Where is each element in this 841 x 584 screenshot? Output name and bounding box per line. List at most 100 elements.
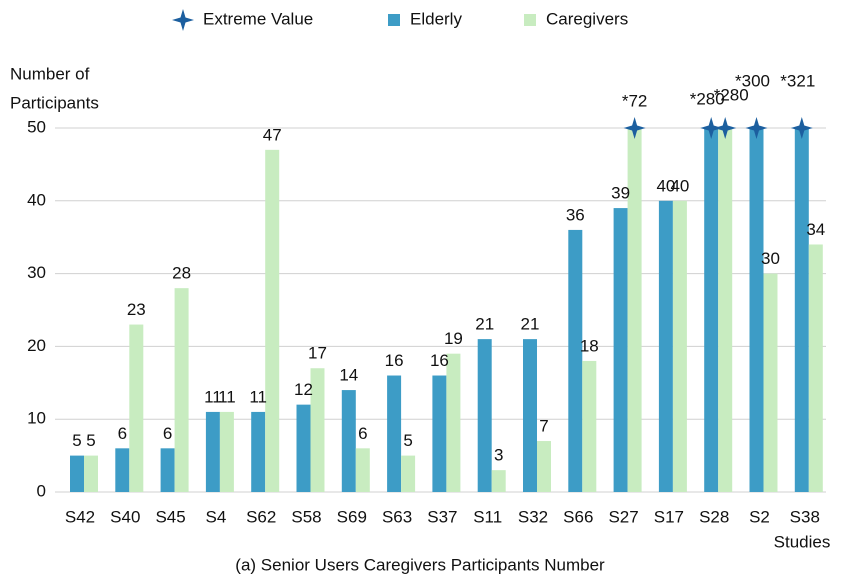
value-label: 21 [521, 315, 540, 334]
value-label: 5 [403, 431, 412, 450]
value-label: 16 [385, 351, 404, 370]
bar [627, 128, 642, 492]
value-label: 34 [806, 220, 825, 239]
bar [129, 324, 144, 492]
bar [265, 149, 280, 492]
value-label: 7 [539, 417, 548, 436]
value-label: 23 [127, 300, 146, 319]
legend-marker [172, 9, 194, 31]
y-tick-label: 20 [27, 336, 46, 355]
bar [749, 128, 764, 492]
value-label: 11 [249, 387, 267, 406]
value-label: 17 [308, 344, 327, 363]
chart-title: (a) Senior Users Caregivers Participants… [235, 555, 605, 574]
value-label: 36 [566, 205, 585, 224]
value-label: 30 [761, 249, 780, 268]
bar [205, 411, 220, 492]
value-label: 28 [172, 264, 191, 283]
bar [718, 128, 733, 492]
x-tick-label: S2 [749, 507, 770, 526]
value-label: 11 [218, 387, 236, 406]
x-tick-label: S27 [608, 507, 638, 526]
x-tick-label: S17 [654, 507, 684, 526]
extreme-marker [623, 117, 646, 139]
bar [568, 229, 583, 493]
y-axis-label: Participants [10, 93, 99, 112]
legend-label: Elderly [410, 9, 462, 28]
value-label: 14 [339, 366, 358, 385]
bar [174, 288, 189, 492]
x-tick-label: S63 [382, 507, 412, 526]
bar [401, 455, 416, 492]
y-tick-label: 0 [37, 481, 46, 500]
bar [310, 368, 325, 492]
x-tick-label: S69 [337, 507, 367, 526]
value-label: *280 [690, 89, 725, 108]
bar [477, 339, 492, 492]
extreme-marker [700, 117, 723, 139]
x-tick-label: S32 [518, 507, 548, 526]
bar [794, 128, 809, 492]
extreme-marker [745, 117, 768, 139]
value-label: 39 [611, 184, 630, 203]
value-label: 40 [670, 176, 689, 195]
x-tick-label: S37 [427, 507, 457, 526]
value-label: 5 [72, 431, 81, 450]
legend-label: Caregivers [546, 9, 628, 28]
value-label: 19 [444, 329, 463, 348]
bar [70, 455, 84, 492]
bar [446, 353, 461, 492]
x-tick-label: S11 [473, 507, 502, 526]
x-tick-label: S58 [291, 507, 321, 526]
value-label: 3 [494, 446, 503, 465]
bar [160, 448, 175, 492]
x-tick-label: S66 [563, 507, 593, 526]
y-tick-label: 40 [27, 190, 46, 209]
bar [704, 128, 719, 492]
y-tick-label: 10 [27, 409, 46, 428]
x-tick-label: S42 [65, 507, 95, 526]
x-tick-label: S4 [206, 507, 227, 526]
value-label: 11 [204, 387, 222, 406]
extreme-marker [714, 117, 737, 139]
value-label: 12 [294, 380, 313, 399]
value-label: 16 [430, 351, 449, 370]
value-label: 18 [580, 336, 599, 355]
x-tick-label: S28 [699, 507, 729, 526]
bar [432, 375, 447, 492]
bar [387, 375, 402, 492]
bar [537, 441, 551, 492]
value-label: *72 [622, 91, 648, 110]
bar [355, 448, 370, 492]
x-tick-label: S62 [246, 507, 276, 526]
y-axis-label: Number of [10, 64, 90, 83]
bar [84, 455, 98, 492]
bar [251, 411, 266, 492]
value-label: 6 [163, 424, 172, 443]
value-label: 5 [86, 431, 95, 450]
value-label: *280 [714, 85, 749, 104]
legend-swatch [388, 14, 400, 26]
value-label: 21 [475, 315, 494, 334]
y-tick-label: 50 [27, 117, 46, 136]
x-tick-label: S38 [790, 507, 820, 526]
bar [296, 404, 311, 492]
value-label: 6 [358, 424, 367, 443]
value-label: 6 [118, 424, 127, 443]
value-label: 47 [263, 125, 282, 144]
x-axis-label: Studies [774, 532, 831, 551]
value-label: *321 [780, 71, 815, 90]
legend-swatch [524, 14, 536, 26]
bar [763, 273, 778, 492]
value-label: *300 [735, 71, 770, 90]
legend-label: Extreme Value [203, 9, 313, 28]
bar [582, 360, 597, 492]
bar [808, 244, 823, 492]
x-tick-label: S45 [155, 507, 185, 526]
extreme-marker [790, 117, 813, 139]
bar [613, 208, 628, 492]
bar [672, 200, 687, 493]
value-label: 40 [656, 176, 675, 195]
x-tick-label: S40 [110, 507, 140, 526]
